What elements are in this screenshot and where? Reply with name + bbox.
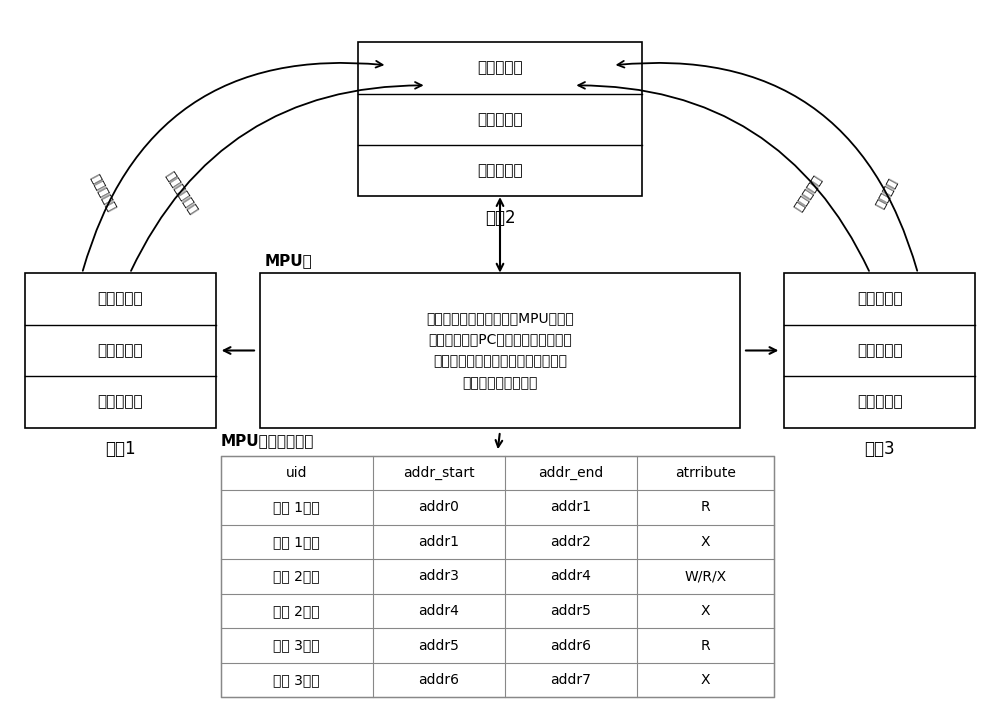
Text: 私有数据区: 私有数据区: [477, 112, 523, 127]
Text: 私有代码区: 私有代码区: [97, 292, 143, 307]
Text: 私有代码区: 私有代码区: [857, 292, 903, 307]
Bar: [25, 273, 216, 428]
Text: 用户读写执行等操作时，MPU会根据
用户执行时的PC指针判读当前是哪一
个用户。对此用户的操作根据配置信
息判读是否要阻止。: 用户读写执行等操作时，MPU会根据 用户执行时的PC指针判读当前是哪一 个用户。…: [426, 311, 574, 390]
Text: uid: uid: [286, 466, 307, 480]
Text: 数据共享区: 数据共享区: [477, 163, 523, 178]
Text: R: R: [701, 500, 711, 514]
Text: 数据共享区: 数据共享区: [97, 395, 143, 410]
Text: X: X: [701, 535, 711, 549]
Text: atrribute: atrribute: [675, 466, 736, 480]
Text: 用户 2代码: 用户 2代码: [273, 604, 320, 618]
Text: 用户 1代码: 用户 1代码: [273, 535, 320, 549]
Text: MPU配置信息表：: MPU配置信息表：: [221, 433, 314, 448]
Text: 可读可写可执: 可读可写可执: [163, 169, 200, 217]
Text: R: R: [701, 638, 711, 653]
Text: 只可以读: 只可以读: [874, 176, 900, 210]
Text: addr4: addr4: [551, 569, 591, 583]
Bar: [358, 42, 642, 197]
Text: addr6: addr6: [418, 673, 459, 687]
Text: 私有数据区: 私有数据区: [857, 343, 903, 358]
Text: addr4: addr4: [418, 604, 459, 618]
Text: 用户 3代码: 用户 3代码: [273, 673, 320, 687]
Text: addr_start: addr_start: [403, 465, 475, 480]
Text: addr2: addr2: [551, 535, 591, 549]
Bar: [221, 455, 774, 697]
Text: addr1: addr1: [551, 500, 592, 514]
Text: 用户 1数据: 用户 1数据: [273, 500, 320, 514]
Text: 用户1: 用户1: [105, 440, 136, 458]
Text: addr5: addr5: [551, 604, 591, 618]
Text: 私有数据区: 私有数据区: [97, 343, 143, 358]
Text: X: X: [701, 673, 711, 687]
Text: 只可以执行: 只可以执行: [88, 172, 118, 214]
Text: MPU：: MPU：: [265, 253, 313, 268]
Text: 用户 3数据: 用户 3数据: [273, 638, 320, 653]
Text: W/R/X: W/R/X: [685, 569, 727, 583]
Text: addr7: addr7: [551, 673, 591, 687]
Text: addr0: addr0: [418, 500, 459, 514]
Text: 私有代码区: 私有代码区: [477, 60, 523, 75]
Text: 只可以执行: 只可以执行: [792, 172, 825, 213]
Text: 用户2: 用户2: [485, 209, 515, 227]
Text: X: X: [701, 604, 711, 618]
Text: addr_end: addr_end: [538, 465, 604, 480]
Text: addr6: addr6: [551, 638, 592, 653]
Text: 用户 2数据: 用户 2数据: [273, 569, 320, 583]
Bar: [260, 273, 740, 428]
Bar: [784, 273, 975, 428]
Text: addr1: addr1: [418, 535, 459, 549]
Text: addr3: addr3: [418, 569, 459, 583]
Text: 用户3: 用户3: [864, 440, 895, 458]
Text: 数据共享区: 数据共享区: [857, 395, 903, 410]
Text: addr5: addr5: [418, 638, 459, 653]
